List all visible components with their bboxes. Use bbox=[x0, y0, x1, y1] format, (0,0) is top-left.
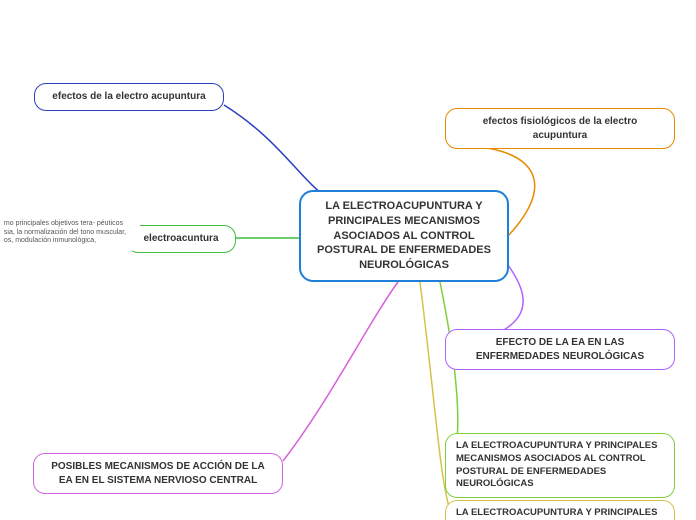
node-label: mo principales objetivos tera- péuticos … bbox=[4, 220, 126, 245]
node-posibles-mecanismos[interactable]: POSIBLES MECANISMOS DE ACCIÓN DE LA EA E… bbox=[33, 453, 283, 494]
node-label: efectos fisiológicos de la electro acupu… bbox=[456, 115, 664, 142]
node-ea-control-postural-1[interactable]: LA ELECTROACUPUNTURA Y PRINCIPALES MECAN… bbox=[445, 433, 675, 498]
center-node-label: LA ELECTROACUPUNTURA Y PRINCIPALES MECAN… bbox=[311, 199, 497, 273]
node-electroacuntura[interactable]: electroacuntura bbox=[126, 225, 236, 253]
node-efecto-enfermedades-neurologicas[interactable]: EFECTO DE LA EA EN LAS ENFERMEDADES NEUR… bbox=[445, 329, 675, 370]
node-label: EFECTO DE LA EA EN LAS ENFERMEDADES NEUR… bbox=[456, 336, 664, 363]
node-label: POSIBLES MECANISMOS DE ACCIÓN DE LA EA E… bbox=[44, 460, 272, 487]
connector bbox=[283, 282, 398, 461]
node-label: LA ELECTROACUPUNTURA Y PRINCIPALES MECAN… bbox=[456, 440, 664, 491]
node-efectos-fisiologicos[interactable]: efectos fisiológicos de la electro acupu… bbox=[445, 108, 675, 149]
node-objetivos-text: mo principales objetivos tera- péuticos … bbox=[0, 215, 140, 251]
node-label: efectos de la electro acupuntura bbox=[52, 90, 205, 104]
node-label: electroacuntura bbox=[143, 232, 218, 246]
node-label: LA ELECTROACUPUNTURA Y PRINCIPALES MECAN… bbox=[456, 507, 664, 520]
node-efectos-electro-acupuntura[interactable]: efectos de la electro acupuntura bbox=[34, 83, 224, 111]
mindmap-canvas: { "title": "Mind map", "background": "#f… bbox=[0, 0, 696, 520]
center-node[interactable]: LA ELECTROACUPUNTURA Y PRINCIPALES MECAN… bbox=[299, 190, 509, 282]
node-ea-control-postural-2[interactable]: LA ELECTROACUPUNTURA Y PRINCIPALES MECAN… bbox=[445, 500, 675, 520]
connector bbox=[224, 105, 330, 200]
